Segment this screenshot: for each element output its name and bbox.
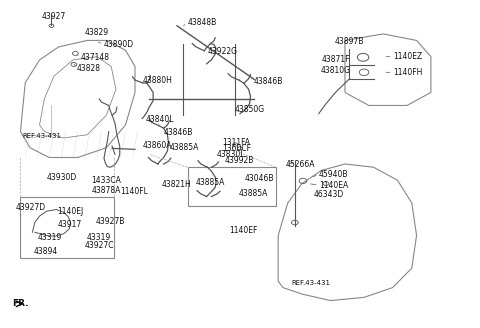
Text: 43846B: 43846B <box>253 76 283 86</box>
Text: 43930D: 43930D <box>47 173 77 181</box>
Text: 1140FH: 1140FH <box>393 68 422 77</box>
Text: 43850G: 43850G <box>234 105 264 114</box>
Text: 46343D: 46343D <box>314 190 344 199</box>
Text: 1140EJ: 1140EJ <box>58 207 84 215</box>
Text: 43878A: 43878A <box>92 186 121 195</box>
Text: 43840L: 43840L <box>145 114 174 124</box>
Text: 43846B: 43846B <box>164 128 193 137</box>
Text: 43828: 43828 <box>77 64 101 72</box>
Text: 43897B: 43897B <box>335 36 364 46</box>
Text: 43917: 43917 <box>58 220 82 229</box>
Text: 43880H: 43880H <box>142 75 172 85</box>
Text: 43890D: 43890D <box>104 40 134 49</box>
Text: 43821H: 43821H <box>161 180 191 189</box>
Text: REF.43-431: REF.43-431 <box>23 133 62 139</box>
Text: 43829: 43829 <box>85 28 109 37</box>
Text: 43885A: 43885A <box>196 178 226 187</box>
Text: 43810G: 43810G <box>320 66 350 75</box>
Text: 1433CA: 1433CA <box>91 176 121 185</box>
Text: 43319: 43319 <box>86 233 110 242</box>
Text: 43046B: 43046B <box>245 174 274 183</box>
Text: 1140EA: 1140EA <box>319 181 348 190</box>
Text: 1140EZ: 1140EZ <box>393 51 422 61</box>
Text: 43927D: 43927D <box>16 203 46 213</box>
Text: 1360CF: 1360CF <box>222 144 251 153</box>
Text: 43894: 43894 <box>34 247 58 256</box>
Text: 437148: 437148 <box>80 53 109 62</box>
Text: 43848B: 43848B <box>188 18 217 27</box>
Text: 43927: 43927 <box>42 11 66 21</box>
Text: 43927B: 43927B <box>96 217 125 226</box>
Text: 45266A: 45266A <box>285 160 315 169</box>
Text: 1140FL: 1140FL <box>120 187 148 196</box>
Text: FR.: FR. <box>12 299 28 308</box>
Text: 1311FA: 1311FA <box>222 138 250 147</box>
Text: 43992B: 43992B <box>225 155 254 165</box>
Text: 43885A: 43885A <box>239 190 268 198</box>
Text: 43871F: 43871F <box>321 55 349 64</box>
Text: 43885A: 43885A <box>169 143 199 152</box>
Text: REF.43-431: REF.43-431 <box>291 280 331 286</box>
Text: 43927C: 43927C <box>85 241 114 251</box>
Text: 45940B: 45940B <box>319 170 348 179</box>
Text: 43922G: 43922G <box>207 47 238 56</box>
Text: 43830L: 43830L <box>216 150 245 159</box>
Text: 43860A: 43860A <box>142 141 172 150</box>
Text: 43319: 43319 <box>37 233 61 242</box>
Text: 1140EF: 1140EF <box>229 226 258 235</box>
